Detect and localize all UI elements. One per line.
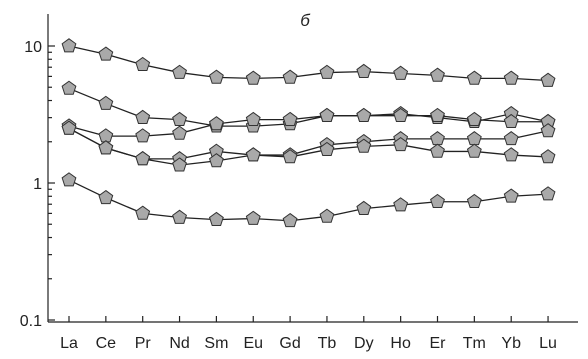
plot-area (61, 38, 556, 228)
data-point-pr (135, 205, 151, 220)
series-6-markers (61, 172, 556, 228)
data-point-tb (319, 64, 335, 79)
data-point-tm (466, 131, 482, 146)
data-point-sm (208, 211, 224, 226)
series-1-markers (61, 38, 556, 87)
x-axis: La Ce Pr Nd Sm Eu Gd Tb Dy Ho Er Tm Yb Lu (48, 316, 578, 352)
data-point-pr (135, 128, 151, 143)
data-point-pr (135, 56, 151, 72)
data-point-la (61, 80, 77, 95)
data-point-sm (208, 69, 224, 84)
data-point-eu (245, 70, 261, 85)
x-tick-label-ho: Ho (390, 335, 411, 352)
data-point-ce (98, 128, 114, 143)
data-point-tb (319, 141, 335, 157)
data-point-ho (393, 65, 409, 80)
data-point-er (430, 143, 445, 158)
data-point-gd (282, 212, 298, 228)
x-tick-label-ce: Ce (96, 335, 117, 352)
data-point-sm (208, 116, 224, 131)
data-point-ce (98, 95, 114, 110)
data-point-la (61, 38, 77, 53)
y-tick-label: 0.1 (20, 313, 42, 330)
data-point-dy (356, 63, 372, 78)
x-tick-label-pr: Pr (135, 335, 152, 352)
data-point-eu (245, 111, 261, 126)
data-point-ho (393, 136, 409, 152)
data-point-yb (503, 188, 519, 203)
data-point-la (61, 172, 77, 187)
data-point-er (430, 107, 445, 123)
data-point-nd (172, 125, 187, 140)
data-point-yb (503, 147, 519, 162)
data-point-tm (466, 70, 482, 85)
x-tick-label-sm: Sm (204, 335, 228, 352)
data-point-lu (540, 186, 556, 201)
data-point-tb (319, 107, 335, 123)
data-point-gd (282, 111, 298, 126)
data-point-lu (540, 123, 556, 138)
panel-label: б (300, 11, 311, 30)
data-point-ho (393, 197, 409, 212)
data-point-tm (466, 193, 482, 209)
x-tick-label-la: La (60, 335, 78, 352)
data-point-ce (98, 140, 114, 155)
x-tick-label-yb: Yb (501, 335, 521, 352)
data-point-nd (172, 209, 187, 224)
y-ticks: 10 1 0.1 (20, 39, 55, 330)
x-ticks: La Ce Pr Nd Sm Eu Gd Tb Dy Ho Er Tm Yb Lu (60, 316, 557, 352)
data-point-eu (245, 147, 261, 162)
x-tick-label-tm: Tm (463, 335, 486, 352)
data-point-er (430, 67, 445, 82)
data-point-gd (282, 149, 298, 164)
data-point-eu (245, 210, 261, 225)
data-point-dy (356, 107, 372, 123)
data-point-er (430, 193, 445, 209)
x-tick-label-tb: Tb (318, 335, 337, 352)
series-3-markers (61, 107, 556, 143)
data-point-tb (319, 208, 335, 223)
series-2-markers (61, 80, 556, 133)
x-tick-label-dy: Dy (354, 335, 374, 352)
data-point-dy (356, 200, 372, 215)
data-point-er (430, 131, 445, 146)
y-axis: 10 1 0.1 (20, 14, 55, 330)
data-point-yb (503, 131, 519, 146)
y-tick-label: 1 (33, 176, 42, 193)
data-point-dy (356, 138, 372, 153)
x-tick-label-er: Er (430, 335, 447, 352)
data-point-ce (98, 189, 114, 205)
data-point-yb (503, 113, 519, 129)
series-5-markers (61, 120, 556, 172)
data-point-ho (393, 107, 409, 123)
data-point-pr (135, 151, 151, 166)
data-point-lu (540, 149, 556, 164)
data-point-yb (503, 70, 519, 85)
data-point-sm (208, 153, 224, 168)
x-tick-label-nd: Nd (169, 335, 189, 352)
y-tick-label: 10 (24, 39, 42, 56)
x-tick-label-gd: Gd (279, 335, 300, 352)
data-point-lu (540, 72, 556, 87)
data-point-nd (172, 64, 187, 79)
x-tick-label-lu: Lu (539, 335, 557, 352)
data-point-tm (466, 143, 482, 158)
x-tick-label-eu: Eu (243, 335, 263, 352)
data-point-ce (98, 46, 114, 61)
data-point-la (61, 120, 77, 135)
data-point-pr (135, 109, 151, 124)
data-point-nd (172, 157, 187, 172)
data-point-tm (466, 111, 482, 126)
data-point-nd (172, 111, 187, 126)
data-point-gd (282, 69, 298, 84)
